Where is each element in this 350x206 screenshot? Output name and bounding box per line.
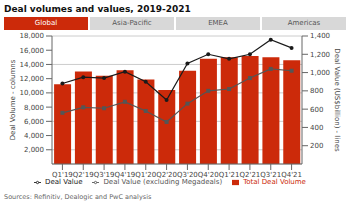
html-text:Asia-Pacific: Asia-Pacific: [112, 19, 152, 27]
html-text:Americas: Americas: [287, 19, 321, 27]
svg-text:Q3'19: Q3'19: [94, 171, 115, 179]
html-text:Sources: Refinitiv, Dealogic a: Sources: Refinitiv, Dealogic and PwC ana…: [4, 193, 152, 201]
svg-text:Q1'21: Q1'21: [219, 171, 240, 179]
html-text:Deal Value (excluding Megadeal: Deal Value (excluding Megadeals): [103, 178, 223, 186]
svg-text:2,000: 2,000: [24, 146, 44, 154]
svg-text:Q4'20: Q4'20: [198, 171, 219, 179]
svg-text:600: 600: [310, 106, 323, 114]
svg-text:Q2'20: Q2'20: [156, 171, 177, 179]
svg-text:Q3'20: Q3'20: [177, 171, 198, 179]
svg-text:1,400: 1,400: [310, 32, 330, 40]
svg-text:Q4'21: Q4'21: [281, 171, 302, 179]
svg-text:4,000: 4,000: [24, 132, 44, 140]
svg-text:Q1'20: Q1'20: [135, 171, 156, 179]
svg-text:Deal Volume - columns: Deal Volume - columns: [9, 59, 17, 140]
svg-text:6,000: 6,000: [24, 118, 44, 126]
svg-text:Q2'21: Q2'21: [240, 171, 261, 179]
svg-text:18,000: 18,000: [20, 32, 45, 40]
html-text:EMEA: EMEA: [208, 19, 228, 27]
svg-text:400: 400: [310, 124, 323, 132]
svg-text:800: 800: [310, 87, 323, 95]
svg-text:Q1'19: Q1'19: [52, 171, 73, 179]
svg-text:200: 200: [310, 142, 323, 150]
svg-text:14,000: 14,000: [20, 61, 45, 69]
html-text:Global: Global: [34, 19, 58, 27]
svg-text:Deal Value (US$billion) - line: Deal Value (US$billion) - lines: [333, 48, 341, 152]
svg-text:12,000: 12,000: [20, 75, 45, 83]
svg-text:1,000: 1,000: [310, 69, 330, 77]
svg-text:10,000: 10,000: [20, 89, 45, 97]
svg-text:16,000: 16,000: [20, 47, 45, 55]
html-text:Deal Value: Deal Value: [45, 178, 83, 186]
svg-text:Q4'19: Q4'19: [115, 171, 136, 179]
svg-text:8,000: 8,000: [24, 104, 44, 112]
svg-text:1,200: 1,200: [310, 51, 330, 59]
html-text:Deal volumes and values, 2019-: Deal volumes and values, 2019-2021: [4, 4, 191, 14]
svg-text:Q3'21: Q3'21: [260, 171, 281, 179]
svg-text:Q2'19: Q2'19: [73, 171, 94, 179]
html-text:Total Deal Volume: Total Deal Volume: [243, 178, 306, 186]
